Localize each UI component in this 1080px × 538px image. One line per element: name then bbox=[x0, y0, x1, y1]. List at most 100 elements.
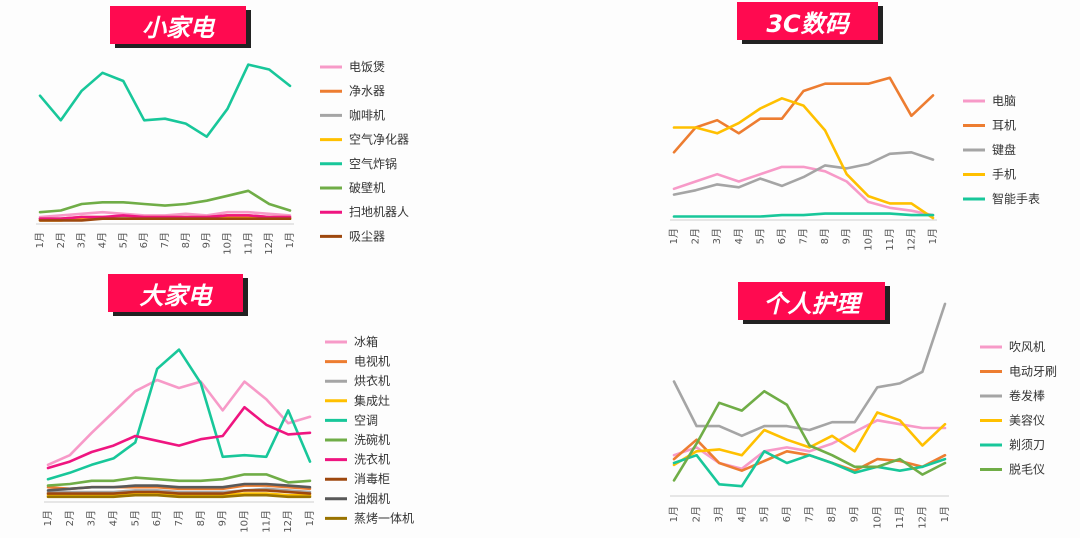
series-line-7 bbox=[46, 489, 312, 495]
x-tick-label: 5月 bbox=[758, 506, 770, 522]
x-tick-label: 10月 bbox=[871, 506, 883, 529]
x-tick-label: 4月 bbox=[108, 510, 120, 526]
legend-label: 消毒柜 bbox=[354, 472, 390, 486]
x-tick-label: 4月 bbox=[97, 232, 109, 248]
series-line-5 bbox=[38, 189, 292, 214]
chart-panel-1: 1月 2月 3月 4月 5月 6月 7月 8月 9月 10月 11月 12月 1月 电脑耳机键盘手机智能手… bbox=[668, 76, 1040, 251]
legend-label: 破壁机 bbox=[349, 180, 385, 195]
legend-label: 集成灶 bbox=[354, 393, 390, 408]
chart-panel-0: 1月 2月 3月 4月 5月 6月 7月 8月 9月 10月 11月 12月 1月 电饭煲净水器咖啡机空气… bbox=[34, 59, 409, 255]
x-tick-label: 7月 bbox=[804, 506, 816, 522]
x-tick-label: 11月 bbox=[260, 510, 272, 533]
legend-label: 电饭煲 bbox=[349, 59, 385, 74]
x-tick-label: 3月 bbox=[86, 510, 98, 526]
x-tick-label: 5月 bbox=[754, 228, 766, 244]
series-line-3 bbox=[672, 411, 947, 467]
legend-label: 空气炸锅 bbox=[349, 156, 397, 171]
x-tick-label: 1月 bbox=[927, 228, 939, 244]
legend-label: 空气净化器 bbox=[349, 132, 409, 147]
legend-label: 洗碗机 bbox=[354, 432, 390, 447]
x-tick-label: 3月 bbox=[76, 232, 88, 248]
panel-title-small-appliances: 小家电 bbox=[110, 6, 246, 44]
panel-title-personal-care: 个人护理 bbox=[738, 282, 885, 320]
series-line-7 bbox=[38, 217, 292, 222]
x-tick-label: 6月 bbox=[138, 232, 150, 248]
x-tick-label: 9月 bbox=[849, 506, 861, 522]
series-line-4 bbox=[672, 449, 947, 488]
series-line-2 bbox=[46, 487, 312, 494]
legend-label: 咖啡机 bbox=[349, 107, 385, 122]
legend-label: 蒸烤一体机 bbox=[354, 510, 414, 525]
x-tick-label: 5月 bbox=[129, 510, 141, 526]
series-line-4 bbox=[46, 348, 312, 481]
legend-label: 洗衣机 bbox=[354, 452, 390, 467]
panel-title-3c-digital: 3C数码 bbox=[737, 2, 878, 40]
series-line-0 bbox=[46, 378, 312, 467]
x-tick-label: 7月 bbox=[798, 228, 810, 244]
x-tick-label: 9月 bbox=[201, 232, 213, 248]
legend-label: 剃须刀 bbox=[1009, 438, 1045, 452]
legend-label: 冰箱 bbox=[354, 334, 378, 349]
series-line-2 bbox=[672, 151, 935, 196]
legend-label: 耳机 bbox=[992, 119, 1016, 133]
x-tick-label: 2月 bbox=[690, 228, 702, 244]
series-line-3 bbox=[46, 492, 312, 497]
legend-label: 智能手表 bbox=[992, 191, 1040, 206]
x-tick-label: 10月 bbox=[862, 228, 874, 251]
series-line-5 bbox=[672, 389, 947, 482]
legend-label: 扫地机器人 bbox=[349, 205, 409, 219]
legend-label: 净水器 bbox=[349, 84, 385, 98]
x-tick-label: 8月 bbox=[180, 232, 192, 248]
legend-label: 电脑 bbox=[992, 94, 1016, 108]
x-tick-label: 1月 bbox=[668, 228, 680, 244]
legend-label: 油烟机 bbox=[354, 492, 390, 506]
series-line-6 bbox=[38, 214, 292, 220]
series-line-0 bbox=[38, 210, 292, 219]
x-tick-label: 7月 bbox=[173, 510, 185, 526]
x-tick-label: 1月 bbox=[939, 506, 951, 522]
x-tick-label: 2月 bbox=[55, 232, 67, 248]
x-tick-label: 1月 bbox=[42, 510, 54, 526]
legend-label: 手机 bbox=[992, 168, 1016, 182]
legend-label: 烘衣机 bbox=[354, 373, 390, 388]
legend-label: 电视机 bbox=[354, 354, 390, 369]
x-tick-label: 12月 bbox=[282, 510, 294, 533]
x-tick-label: 12月 bbox=[263, 232, 275, 255]
series-line-9 bbox=[46, 493, 312, 499]
x-tick-label: 10月 bbox=[222, 232, 234, 255]
x-tick-label: 1月 bbox=[34, 232, 46, 248]
x-tick-label: 5月 bbox=[117, 232, 129, 248]
x-tick-label: 12月 bbox=[916, 506, 928, 529]
x-tick-label: 12月 bbox=[905, 228, 917, 251]
series-line-5 bbox=[46, 473, 312, 487]
legend-label: 吹风机 bbox=[1009, 340, 1045, 354]
x-tick-label: 9月 bbox=[841, 228, 853, 244]
x-tick-label: 7月 bbox=[159, 232, 171, 248]
x-tick-label: 8月 bbox=[195, 510, 207, 526]
x-tick-label: 8月 bbox=[826, 506, 838, 522]
x-tick-label: 11月 bbox=[884, 228, 896, 251]
series-line-3 bbox=[672, 97, 935, 220]
series-line-8 bbox=[46, 482, 312, 492]
legend-label: 吸尘器 bbox=[349, 229, 385, 243]
x-tick-label: 2月 bbox=[691, 506, 703, 522]
x-tick-label: 3月 bbox=[711, 228, 723, 244]
series-line-1 bbox=[672, 76, 935, 154]
x-tick-label: 4月 bbox=[733, 228, 745, 244]
series-line-4 bbox=[672, 212, 935, 218]
x-tick-label: 1月 bbox=[284, 232, 296, 248]
x-tick-label: 11月 bbox=[894, 506, 906, 529]
x-tick-label: 6月 bbox=[781, 506, 793, 522]
legend-label: 卷发棒 bbox=[1009, 388, 1045, 403]
x-tick-label: 3月 bbox=[713, 506, 725, 522]
series-line-2 bbox=[672, 302, 947, 438]
x-tick-label: 4月 bbox=[736, 506, 748, 522]
x-tick-label: 1月 bbox=[304, 510, 316, 526]
x-tick-label: 9月 bbox=[217, 510, 229, 526]
chart-panel-2: 1月 2月 3月 4月 5月 6月 7月 8月 9月 10月 11月 12月 1月 冰箱电视机烘衣机集成灶… bbox=[42, 334, 414, 533]
x-tick-label: 10月 bbox=[239, 510, 251, 533]
x-tick-label: 1月 bbox=[668, 506, 680, 522]
legend-label: 美容仪 bbox=[1009, 413, 1045, 428]
series-line-4 bbox=[38, 63, 292, 138]
x-tick-label: 2月 bbox=[64, 510, 76, 526]
